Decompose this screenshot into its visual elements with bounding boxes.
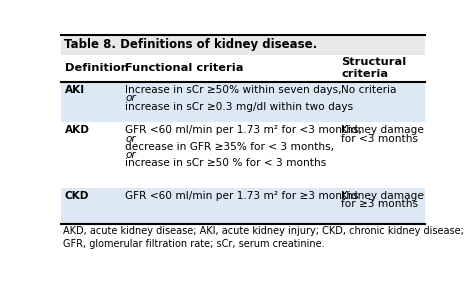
Text: increase in sCr ≥50 % for < 3 months: increase in sCr ≥50 % for < 3 months: [125, 158, 327, 168]
Text: Increase in sCr ≥50% within seven days,: Increase in sCr ≥50% within seven days,: [125, 85, 342, 95]
Text: Table 8. Definitions of kidney disease.: Table 8. Definitions of kidney disease.: [64, 38, 317, 51]
Text: decrease in GFR ≥35% for < 3 months,: decrease in GFR ≥35% for < 3 months,: [125, 142, 334, 152]
Text: AKD: AKD: [65, 125, 90, 135]
Text: AKD, acute kidney disease; AKI, acute kidney injury; CKD, chronic kidney disease: AKD, acute kidney disease; AKI, acute ki…: [63, 226, 464, 249]
Text: increase in sCr ≥0.3 mg/dl within two days: increase in sCr ≥0.3 mg/dl within two da…: [125, 102, 354, 112]
Text: GFR <60 ml/min per 1.73 m² for <3 months,: GFR <60 ml/min per 1.73 m² for <3 months…: [125, 125, 362, 135]
Text: Definition: Definition: [65, 63, 128, 73]
Text: Functional criteria: Functional criteria: [125, 63, 244, 73]
Bar: [61, 55, 425, 82]
Text: or: or: [125, 93, 136, 103]
Text: AKI: AKI: [65, 85, 85, 95]
Text: GFR <60 ml/min per 1.73 m² for ≥3 months: GFR <60 ml/min per 1.73 m² for ≥3 months: [125, 191, 359, 201]
Bar: [61, 122, 425, 188]
Bar: [61, 35, 425, 55]
Text: for ≥3 months: for ≥3 months: [341, 199, 418, 209]
Text: No criteria: No criteria: [341, 85, 397, 95]
Bar: [61, 82, 425, 122]
Text: or: or: [125, 134, 136, 143]
Bar: [61, 188, 425, 224]
Text: CKD: CKD: [65, 191, 89, 201]
Text: Kidney damage: Kidney damage: [341, 125, 424, 135]
Text: Kidney damage: Kidney damage: [341, 191, 424, 201]
Text: Structural
criteria: Structural criteria: [341, 57, 406, 80]
Text: for <3 months: for <3 months: [341, 134, 418, 143]
Text: or: or: [125, 150, 136, 160]
